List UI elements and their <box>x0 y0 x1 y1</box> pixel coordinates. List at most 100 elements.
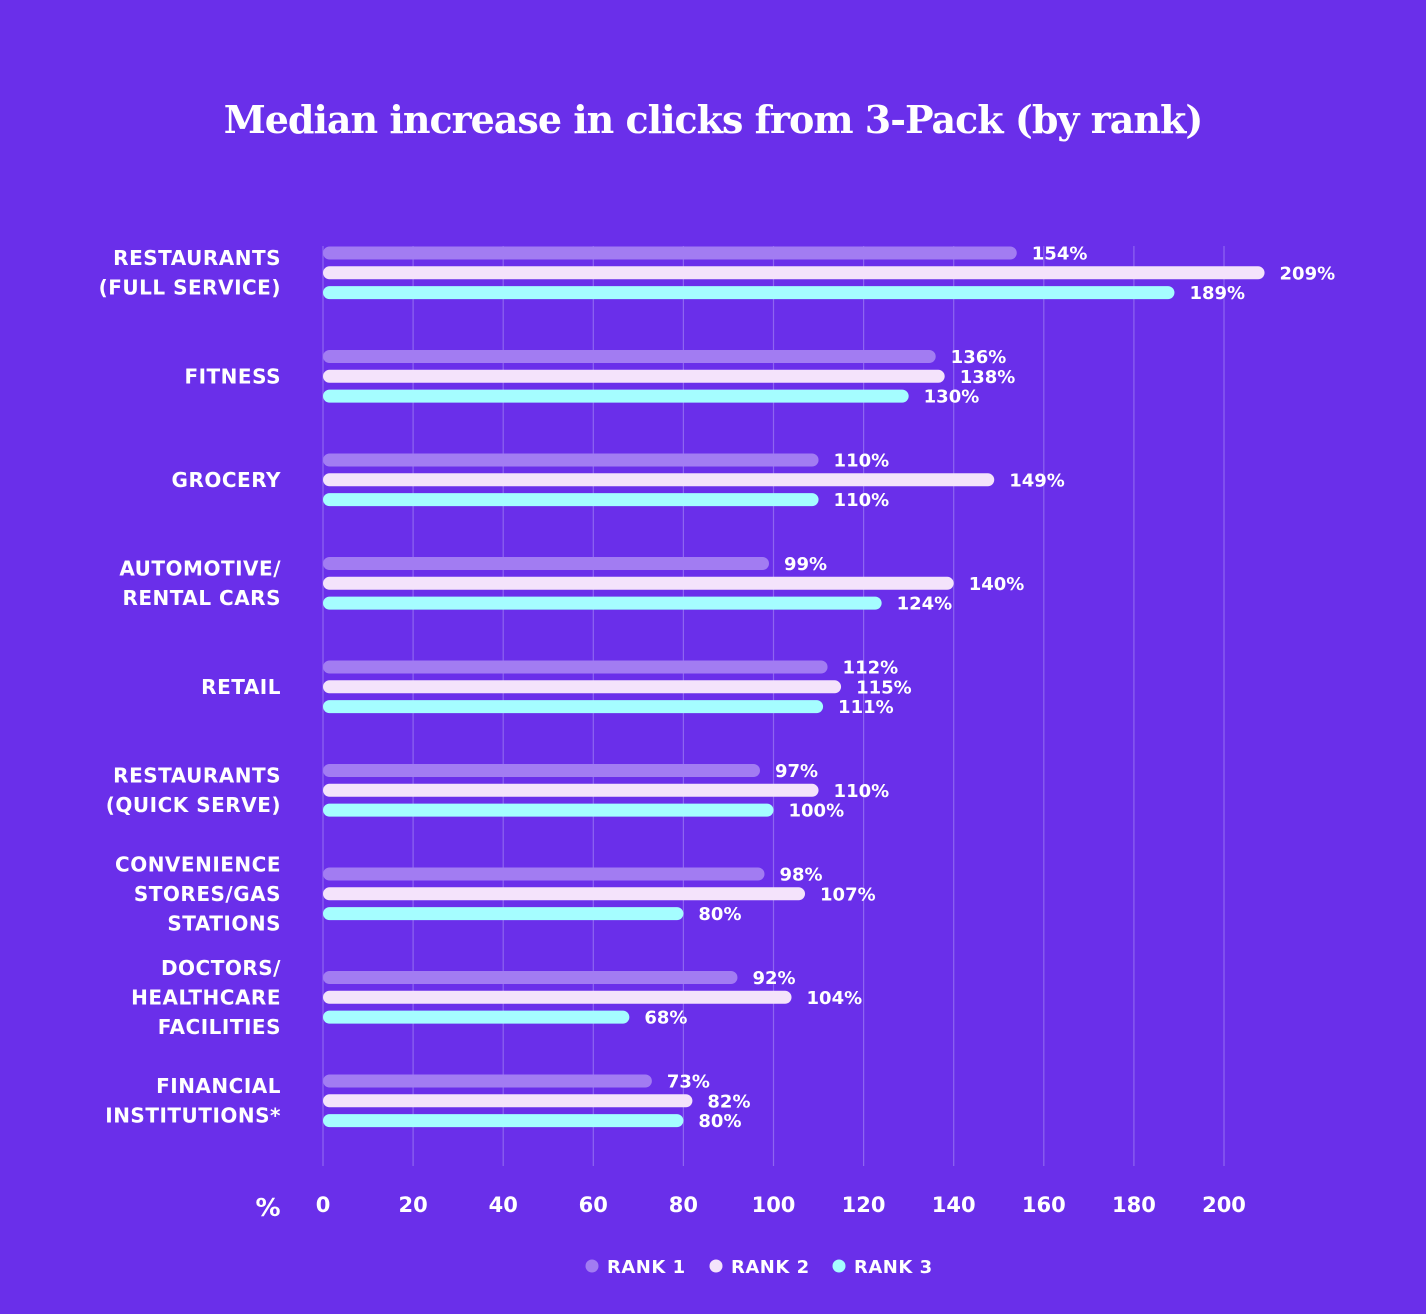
category-label-line: RESTAURANTS <box>113 764 281 788</box>
category-label-line: FITNESS <box>184 364 281 388</box>
value-label: 107% <box>820 884 876 905</box>
category-label: RESTAURANTS (FULL SERVICE) <box>99 246 281 300</box>
category-label: RESTAURANTS (QUICK SERVE) <box>106 764 281 818</box>
value-label: 189% <box>1189 283 1245 304</box>
bar-rank-1-1 <box>323 350 936 363</box>
value-label: 138% <box>960 367 1016 388</box>
x-axis-unit-label: % <box>255 1193 280 1222</box>
category-label-line: FACILITIES <box>158 1015 281 1039</box>
value-label: 98% <box>779 865 822 886</box>
bar-rank-3-6 <box>323 907 684 921</box>
bar-rank-2-1 <box>323 369 945 383</box>
x-tick-label-40: 40 <box>489 1193 518 1217</box>
category-label-line: RETAIL <box>201 675 281 699</box>
bar-rank-1-7 <box>323 971 738 984</box>
bar-rank-2-3 <box>323 576 954 590</box>
value-label: 209% <box>1280 263 1336 284</box>
value-label: 110% <box>834 451 890 472</box>
value-label: 110% <box>834 781 890 802</box>
category-label-line: AUTOMOTIVE/ <box>119 557 281 581</box>
category-label: CONVENIENCE STORES/GAS STATIONS <box>115 852 281 935</box>
bar-rank-3-0 <box>323 286 1175 300</box>
value-label: 104% <box>807 988 863 1009</box>
category-label: AUTOMOTIVE/RENTAL CARS <box>119 557 281 611</box>
value-label: 112% <box>843 658 899 679</box>
legend-label-rank-3: RANK 3 <box>854 1257 933 1278</box>
category-label-line: STORES/GAS <box>134 882 281 906</box>
bar-rank-1-5 <box>323 764 760 777</box>
bars: 154% 209% 189% 136%138%130% 110% 149% 110% 99% 1… <box>323 244 1336 1132</box>
value-label: 111% <box>838 697 894 718</box>
value-label: 149% <box>1009 470 1065 491</box>
value-label: 115% <box>856 677 912 698</box>
bar-rank-2-7 <box>323 990 792 1004</box>
category-label-line: (QUICK SERVE) <box>106 793 281 817</box>
value-label: 110% <box>834 490 890 511</box>
category-label-line: DOCTORS/ <box>161 956 281 980</box>
x-tick-label-60: 60 <box>579 1193 608 1217</box>
bar-rank-2-5 <box>323 783 819 797</box>
value-label: 82% <box>707 1091 750 1112</box>
category-label-line: CONVENIENCE <box>115 852 281 876</box>
value-label: 80% <box>698 1111 741 1132</box>
bar-rank-1-3 <box>323 557 769 570</box>
value-label: 124% <box>897 594 953 615</box>
x-tick-label-180: 180 <box>1112 1193 1156 1217</box>
bar-rank-1-2 <box>323 453 819 467</box>
value-label: 100% <box>789 801 845 822</box>
bar-rank-2-8 <box>323 1094 693 1108</box>
bar-rank-3-5 <box>323 803 774 817</box>
category-labels: RESTAURANTS (FULL SERVICE) FITNESS GROCERY A… <box>99 246 281 1128</box>
value-label: 130% <box>924 387 980 408</box>
category-label: FITNESS <box>184 364 281 388</box>
bar-rank-2-6 <box>323 887 806 901</box>
category-label-line: (FULL SERVICE) <box>99 276 281 300</box>
bar-rank-1-6 <box>323 867 765 881</box>
value-label: 136% <box>951 347 1007 368</box>
bar-rank-1-8 <box>323 1074 652 1088</box>
value-label: 97% <box>775 761 818 782</box>
legend-label-rank-2: RANK 2 <box>731 1257 810 1278</box>
category-label-line: RESTAURANTS <box>113 246 281 270</box>
category-label-line: INSTITUTIONS* <box>105 1104 281 1128</box>
x-tick-label-160: 160 <box>1022 1193 1066 1217</box>
bar-rank-2-0 <box>323 266 1265 280</box>
bar-rank-2-2 <box>323 473 995 487</box>
x-tick-label-200: 200 <box>1202 1193 1246 1217</box>
category-label-line: RENTAL CARS <box>122 586 281 610</box>
category-label: DOCTORS/HEALTHCARE FACILITIES <box>131 956 281 1039</box>
legend-swatch-rank-2 <box>709 1259 723 1273</box>
x-tick-label-100: 100 <box>752 1193 796 1217</box>
value-label: 73% <box>667 1072 710 1093</box>
value-label: 68% <box>644 1008 687 1029</box>
x-tick-label-140: 140 <box>932 1193 976 1217</box>
x-tick-label-120: 120 <box>842 1193 886 1217</box>
x-axis: % 0 20 40 60 80 100 120 140 160 180 200 <box>255 1193 1245 1222</box>
bar-rank-3-3 <box>323 596 882 610</box>
x-tick-label-20: 20 <box>398 1193 427 1217</box>
value-label: 92% <box>752 968 795 989</box>
x-tick-label-0: 0 <box>316 1193 331 1217</box>
value-label: 99% <box>784 554 827 575</box>
x-tick-label-80: 80 <box>669 1193 698 1217</box>
category-label-line: HEALTHCARE <box>131 985 281 1009</box>
category-label-line: STATIONS <box>167 911 281 935</box>
legend-swatch-rank-1 <box>585 1259 599 1273</box>
value-label: 140% <box>969 574 1025 595</box>
category-label-line: FINANCIAL <box>156 1074 281 1098</box>
value-label: 80% <box>698 904 741 925</box>
value-label: 154% <box>1032 244 1088 265</box>
bar-rank-1-0 <box>323 246 1017 260</box>
category-label: GROCERY <box>172 468 281 492</box>
bar-rank-1-4 <box>323 660 828 674</box>
bar-rank-3-1 <box>323 389 909 403</box>
bar-rank-3-4 <box>323 700 824 714</box>
bar-rank-2-4 <box>323 680 842 694</box>
bar-rank-3-7 <box>323 1010 630 1024</box>
category-label: RETAIL <box>201 675 281 699</box>
category-label-line: GROCERY <box>172 468 281 492</box>
category-label: FINANCIAL INSTITUTIONS* <box>105 1074 281 1128</box>
legend-label-rank-1: RANK 1 <box>607 1257 686 1278</box>
